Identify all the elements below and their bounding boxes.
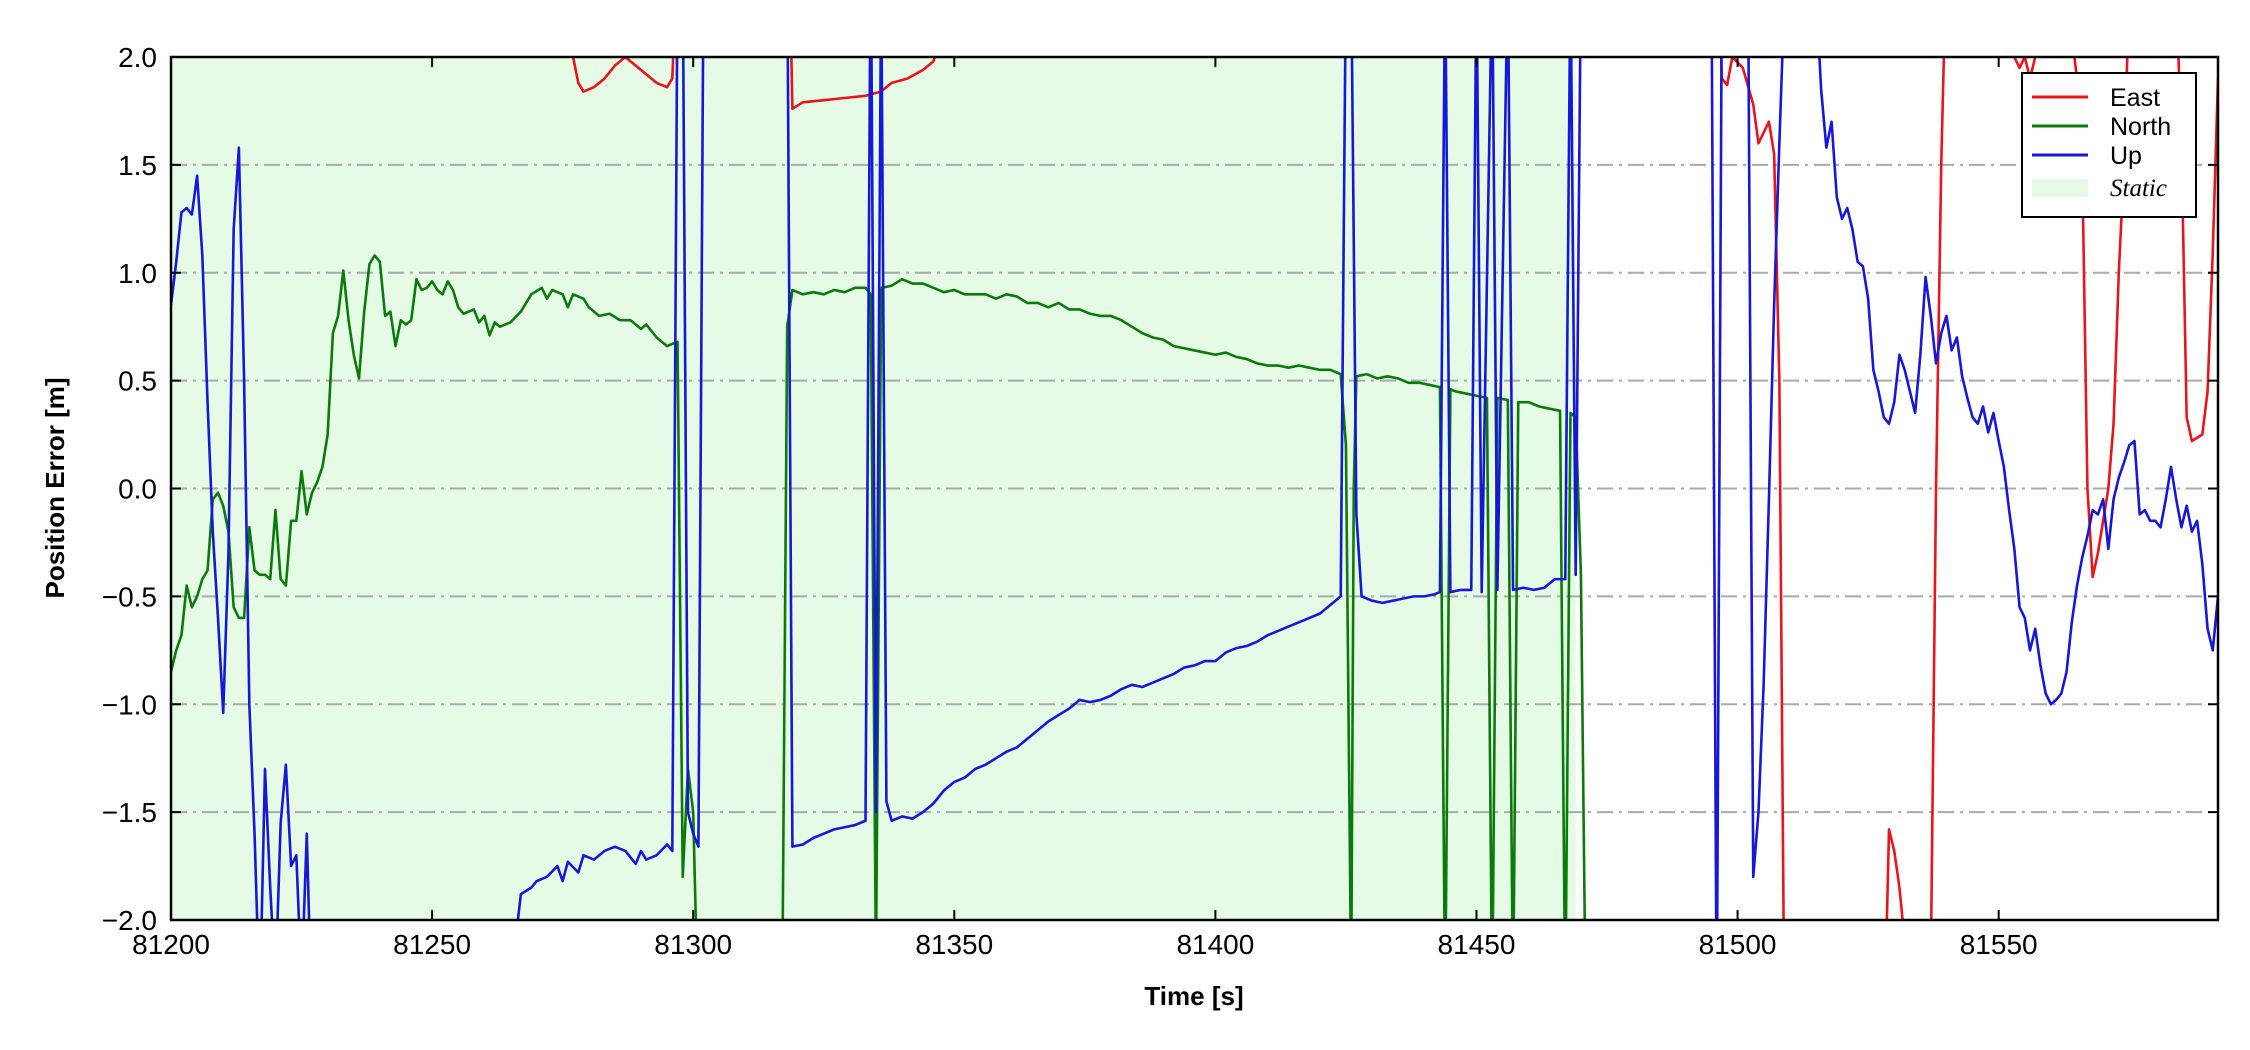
y-axis-title: Position Error [m]: [40, 377, 70, 598]
series-layer: [171, 57, 2218, 920]
x-tick-label: 81550: [1960, 929, 2038, 960]
x-axis-ticks: 81200 81250 81300 81350 81400 81450 81500 81550: [132, 57, 2038, 960]
y-tick-label: 2.0: [118, 42, 157, 73]
y-tick-label: −1.0: [102, 689, 157, 720]
x-tick-label: 81450: [1438, 929, 1516, 960]
x-tick-label: 81200: [132, 929, 210, 960]
series-line-north: [171, 254, 1587, 920]
y-tick-label: 1.5: [118, 150, 157, 181]
x-tick-label: 81350: [915, 929, 993, 960]
legend-swatch-static: [2032, 179, 2088, 197]
legend-label-up: Up: [2110, 142, 2142, 170]
y-axis-ticks: 2.0 1.5 1.0 0.5 0.0 −0.5 −1.0 −1.5 −2.0: [102, 42, 2218, 936]
legend-label-north: North: [2110, 113, 2171, 141]
x-tick-label: 81400: [1176, 929, 1254, 960]
y-tick-label: −1.5: [102, 797, 157, 828]
legend-label-static: Static: [2110, 175, 2167, 202]
x-tick-label: 81500: [1699, 929, 1777, 960]
x-axis-title: Time [s]: [1144, 981, 1243, 1011]
y-tick-label: 1.0: [118, 258, 157, 289]
legend-label-east: East: [2110, 84, 2160, 112]
x-tick-label: 81250: [393, 929, 471, 960]
y-tick-label: −2.0: [102, 905, 157, 936]
x-tick-label: 81300: [654, 929, 732, 960]
series-line-up: [171, 57, 2218, 920]
gridlines: [171, 163, 2218, 814]
y-tick-label: 0.5: [118, 366, 157, 397]
y-tick-label: 0.0: [118, 474, 157, 505]
y-tick-label: −0.5: [102, 581, 157, 612]
legend: East North Up Static: [2021, 72, 2197, 218]
